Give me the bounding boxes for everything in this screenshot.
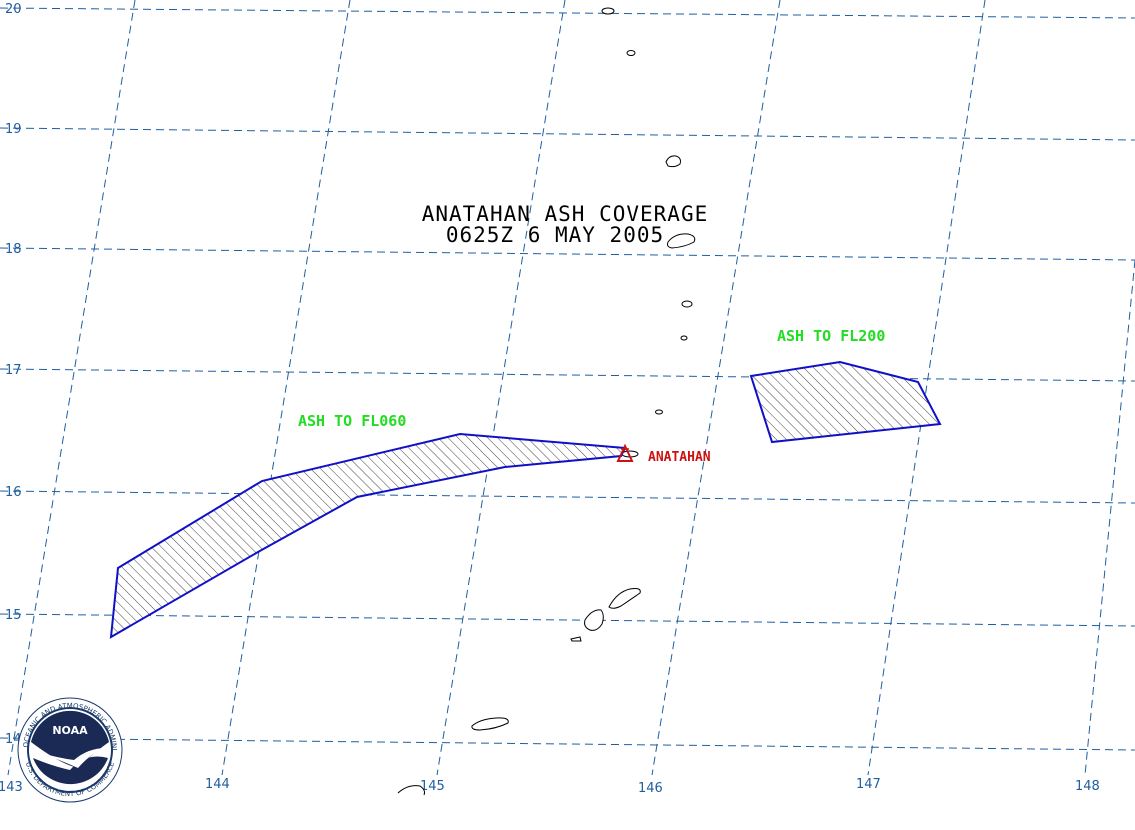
ash-area-fl060	[109, 432, 627, 639]
islands	[397, 7, 696, 796]
lat-line-18	[0, 247, 1135, 261]
island	[601, 7, 615, 15]
lon-label: 145	[420, 779, 445, 794]
ash-label-fl060: ASH TO FL060	[298, 412, 406, 430]
lat-label: 18	[5, 242, 22, 257]
map-title: ANATAHAN ASH COVERAGE	[422, 202, 709, 226]
lon-line-143	[7, 0, 136, 776]
lon-line-148	[1084, 259, 1135, 776]
lat-label: 17	[5, 363, 22, 378]
island	[667, 233, 696, 249]
lat-label: 20	[5, 2, 22, 17]
lat-line-16	[0, 490, 1135, 504]
island	[655, 409, 663, 415]
longitude-grid	[7, 0, 1135, 776]
island	[681, 300, 693, 308]
island	[680, 335, 688, 341]
lat-line-15	[0, 613, 1135, 627]
lat-label: 15	[5, 608, 22, 623]
lat-label: 16	[5, 485, 22, 500]
ash-area-fl200	[749, 360, 942, 444]
volcano-triangle-icon	[616, 443, 634, 462]
island	[665, 155, 681, 168]
latitude-grid	[0, 7, 1135, 751]
island	[584, 609, 604, 631]
volcano-label: ANATAHAN	[648, 450, 711, 465]
lon-label: 146	[638, 781, 663, 796]
lat-line-19	[0, 127, 1135, 141]
lon-label: 143	[0, 780, 23, 795]
lon-line-144	[221, 0, 351, 776]
ash-areas	[109, 360, 942, 639]
island	[626, 50, 636, 56]
longitude-labels: 143 144 145 146 147 148	[0, 777, 1100, 796]
noaa-logo: NOAA NATIONAL OCEANIC AND ATMOSPHERIC AD…	[0, 0, 123, 803]
island	[608, 588, 641, 609]
lon-line-146	[651, 0, 781, 776]
logo-name: NOAA	[52, 724, 88, 737]
lon-label: 148	[1075, 779, 1100, 794]
island	[570, 636, 582, 642]
lon-label: 147	[856, 777, 881, 792]
lon-line-147	[867, 0, 986, 776]
map-subtitle: 0625Z 6 MAY 2005	[446, 223, 664, 247]
latitude-labels: 20 19 18 17 16 15 14	[5, 2, 22, 747]
island	[397, 785, 425, 796]
lat-line-14	[0, 737, 1135, 751]
lon-line-145	[436, 0, 566, 776]
lon-label: 144	[205, 777, 230, 792]
ash-label-fl200: ASH TO FL200	[777, 327, 885, 345]
lat-label: 14	[5, 732, 22, 747]
lat-line-17	[0, 368, 1135, 382]
island	[471, 717, 509, 731]
lat-label: 19	[5, 122, 22, 137]
lat-line-20	[0, 7, 1135, 19]
